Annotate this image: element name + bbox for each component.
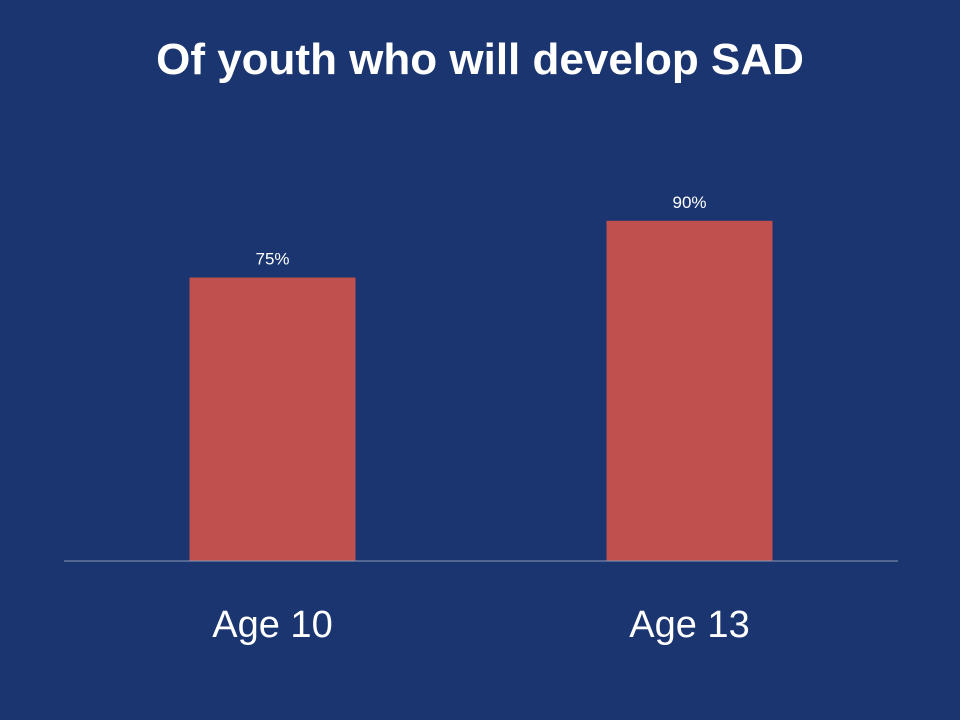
data-label: 75% [255,250,289,269]
labels-layer: 75% Age 10 90% Age 13 [212,193,749,646]
data-label: 90% [672,193,706,212]
bars-layer [189,220,773,562]
bar-age-13 [606,220,773,562]
bar-age-10 [189,277,356,561]
category-label: Age 13 [629,604,749,646]
category-label: Age 10 [212,604,332,646]
chart-title: Of youth who will develop SAD [156,35,804,84]
